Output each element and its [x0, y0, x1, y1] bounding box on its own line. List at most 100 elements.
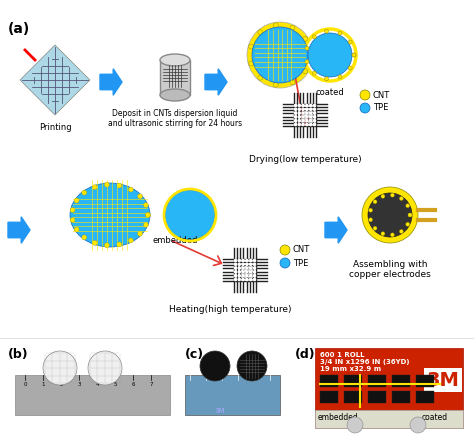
Circle shape [408, 213, 412, 217]
Circle shape [74, 227, 79, 232]
Text: Printing: Printing [39, 123, 71, 132]
Circle shape [410, 417, 426, 433]
Circle shape [137, 231, 143, 236]
Text: 6: 6 [131, 382, 135, 387]
Circle shape [298, 107, 301, 111]
Circle shape [241, 263, 245, 266]
Text: TPE: TPE [293, 259, 309, 267]
Circle shape [280, 245, 290, 255]
Circle shape [92, 240, 97, 245]
Circle shape [308, 53, 312, 57]
Circle shape [298, 123, 301, 126]
Circle shape [348, 66, 352, 70]
Polygon shape [205, 69, 227, 95]
Text: embedded: embedded [318, 414, 358, 423]
Text: 2: 2 [59, 382, 63, 387]
Circle shape [305, 104, 309, 107]
FancyBboxPatch shape [416, 375, 434, 387]
Circle shape [294, 115, 297, 119]
Circle shape [237, 351, 267, 381]
Text: (b): (b) [8, 348, 28, 361]
Circle shape [241, 259, 245, 262]
FancyBboxPatch shape [320, 375, 338, 387]
Circle shape [305, 111, 309, 115]
Circle shape [258, 75, 263, 80]
Text: (a): (a) [8, 22, 30, 36]
Circle shape [258, 30, 263, 35]
Circle shape [280, 258, 290, 268]
Circle shape [253, 278, 256, 281]
FancyBboxPatch shape [15, 375, 170, 415]
Text: Heating(high temperature): Heating(high temperature) [169, 305, 291, 314]
Circle shape [301, 107, 305, 111]
Circle shape [312, 35, 316, 39]
Text: coated: coated [316, 88, 345, 97]
Circle shape [312, 71, 316, 75]
Circle shape [408, 213, 412, 217]
Text: 1: 1 [41, 382, 45, 387]
Circle shape [290, 80, 295, 85]
Polygon shape [8, 217, 30, 243]
Circle shape [241, 266, 245, 270]
Text: CNT: CNT [293, 245, 310, 255]
Text: embedded: embedded [152, 236, 198, 245]
Text: 5: 5 [113, 382, 117, 387]
Ellipse shape [160, 89, 190, 101]
Text: TPE: TPE [373, 103, 388, 113]
Circle shape [294, 119, 297, 122]
Circle shape [313, 104, 316, 107]
Circle shape [247, 22, 313, 88]
Circle shape [70, 217, 75, 222]
Circle shape [237, 266, 241, 270]
Circle shape [241, 278, 245, 281]
Circle shape [144, 202, 148, 208]
Circle shape [298, 119, 301, 122]
Circle shape [245, 266, 249, 270]
Circle shape [82, 190, 87, 195]
Circle shape [117, 183, 122, 188]
Circle shape [309, 119, 312, 122]
FancyBboxPatch shape [160, 60, 190, 95]
Circle shape [369, 218, 373, 222]
Circle shape [352, 53, 356, 57]
Text: (c): (c) [185, 348, 204, 361]
Circle shape [308, 53, 312, 57]
Circle shape [117, 242, 122, 247]
FancyBboxPatch shape [315, 410, 463, 428]
Circle shape [253, 259, 256, 262]
Circle shape [165, 190, 215, 240]
Text: 3M: 3M [215, 408, 225, 414]
Circle shape [301, 111, 305, 115]
Circle shape [338, 75, 342, 79]
Ellipse shape [160, 54, 190, 66]
Text: Assembling with
copper electrodes: Assembling with copper electrodes [349, 260, 431, 279]
Circle shape [309, 107, 312, 111]
Circle shape [249, 274, 253, 278]
Circle shape [325, 29, 328, 33]
Circle shape [313, 123, 316, 126]
Circle shape [253, 266, 256, 270]
Circle shape [294, 111, 297, 115]
FancyBboxPatch shape [185, 375, 280, 415]
Circle shape [298, 111, 301, 115]
Circle shape [313, 107, 316, 111]
Ellipse shape [70, 183, 150, 247]
Circle shape [309, 104, 312, 107]
Circle shape [290, 25, 295, 30]
Circle shape [338, 31, 342, 35]
Circle shape [234, 278, 237, 281]
Circle shape [237, 274, 241, 278]
Circle shape [234, 266, 237, 270]
Polygon shape [20, 45, 90, 115]
Circle shape [128, 238, 133, 243]
Circle shape [313, 119, 316, 122]
Circle shape [43, 351, 77, 385]
Circle shape [362, 187, 418, 243]
Circle shape [234, 274, 237, 278]
Circle shape [305, 60, 309, 64]
Circle shape [325, 77, 328, 81]
Circle shape [200, 351, 230, 381]
Circle shape [381, 232, 385, 236]
Circle shape [252, 27, 308, 83]
Circle shape [253, 274, 256, 278]
